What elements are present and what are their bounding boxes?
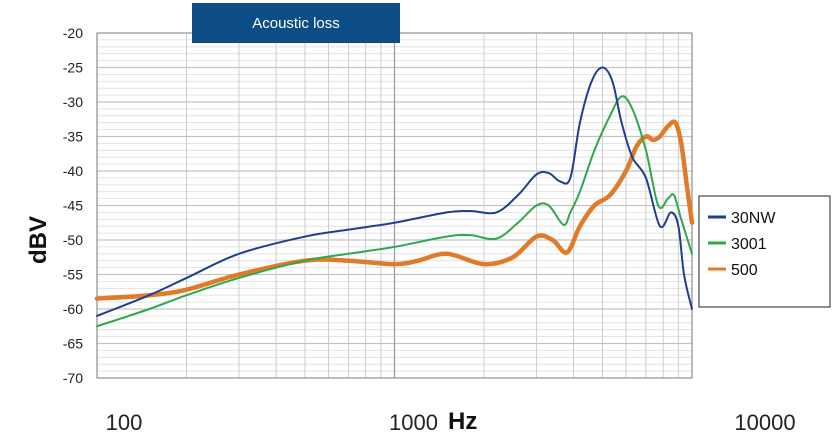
series-lines	[94, 66, 695, 328]
y-tick-label: -30	[63, 94, 83, 110]
legend-box	[698, 195, 831, 308]
y-tick-label: -25	[63, 60, 83, 76]
grid-lines	[96, 32, 693, 379]
legend-label-3001: 3001	[731, 236, 767, 253]
x-tick-label: 10000	[734, 410, 795, 435]
x-tick-label: 1000	[389, 410, 438, 435]
legend-label-500: 500	[731, 262, 758, 279]
chart-title: Acoustic loss	[252, 15, 340, 32]
y-tick-label: -55	[63, 267, 83, 283]
title-banner	[192, 3, 400, 43]
y-tick-label: -40	[63, 163, 83, 179]
y-axis-label: dBV	[25, 216, 52, 264]
legend: 30NW 3001 500	[698, 195, 831, 308]
chart-title-box: Acoustic loss	[192, 3, 400, 43]
y-tick-label: -65	[63, 336, 83, 352]
y-tick-labels: -20 -25 -30 -35 -40 -45 -50 -55 -60 -65 -70	[63, 25, 83, 386]
x-axis-label: Hz	[448, 408, 477, 435]
series-line-3001	[96, 95, 693, 328]
y-tick-label: -35	[63, 129, 83, 145]
series-line-30nw	[96, 66, 693, 317]
y-tick-label: -45	[63, 198, 83, 214]
x-tick-label: 100	[106, 410, 143, 435]
y-tick-label: -20	[63, 25, 83, 41]
y-tick-label: -70	[63, 370, 83, 386]
y-tick-label: -60	[63, 301, 83, 317]
y-tick-label: -50	[63, 232, 83, 248]
legend-label-30nw: 30NW	[731, 210, 776, 227]
x-tick-labels: 100 1000 10000	[106, 410, 796, 435]
